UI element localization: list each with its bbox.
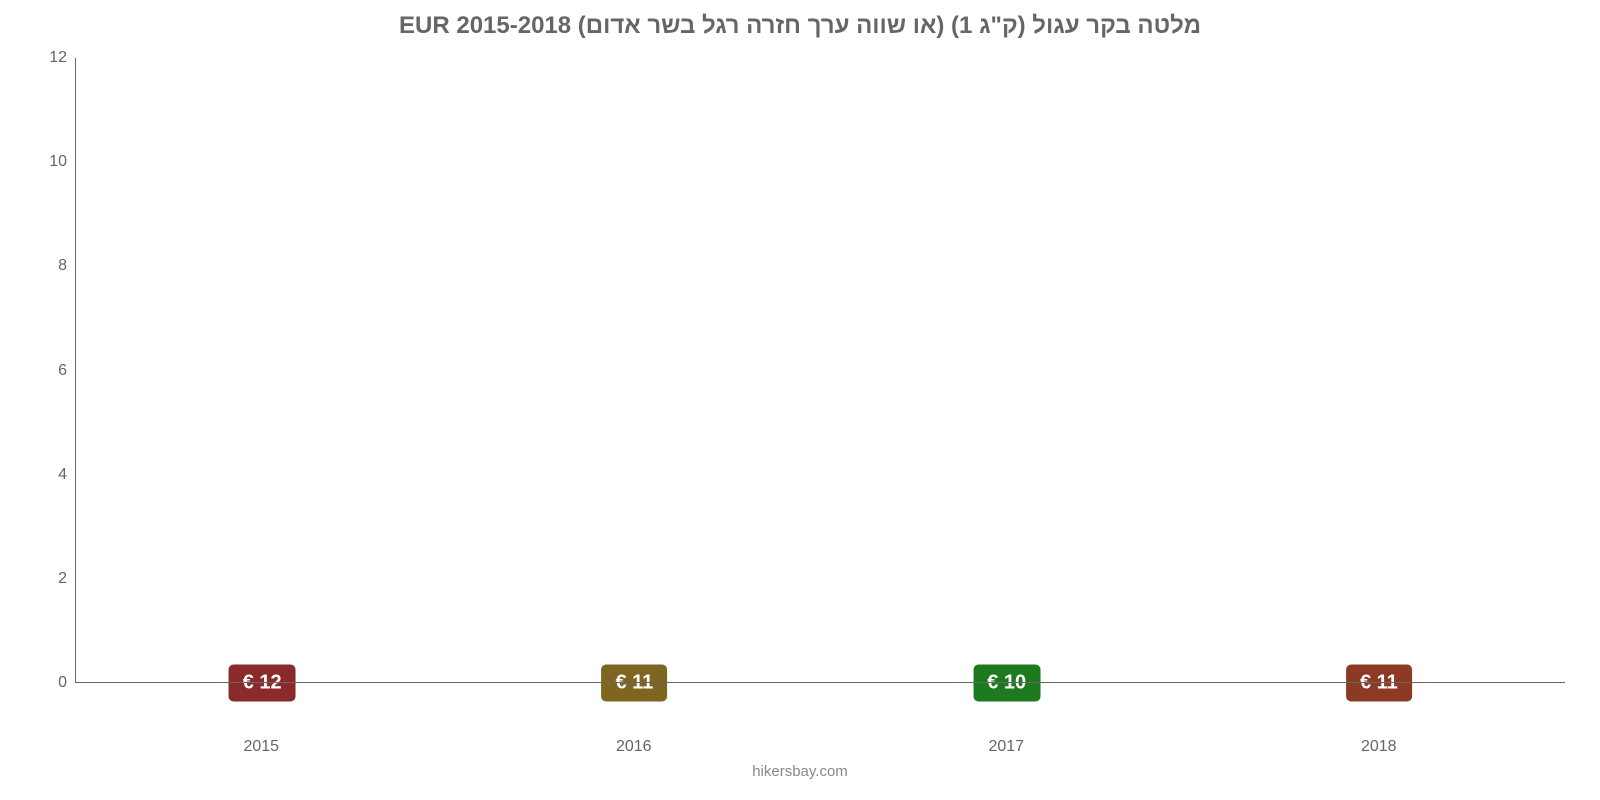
y-tick-6: 6 xyxy=(58,362,67,380)
x-tick-2017: 2017 xyxy=(988,738,1024,756)
y-tick-12: 12 xyxy=(49,49,67,67)
bar-label-2017: € 10 xyxy=(973,665,1040,702)
chart-footer: hikersbay.com xyxy=(35,763,1565,780)
bar-label-2015: € 12 xyxy=(229,665,296,702)
bar-label-2016: € 11 xyxy=(601,665,667,702)
x-tick-2015: 2015 xyxy=(243,738,279,756)
chart-container: 12 10 8 6 4 2 0 € 12 € 11 € 10 xyxy=(35,58,1565,730)
x-axis-line xyxy=(76,682,1565,683)
plot-inner: € 12 € 11 € 10 € 11 xyxy=(76,58,1565,683)
y-tick-4: 4 xyxy=(58,466,67,484)
x-axis: 2015 2016 2017 2018 xyxy=(75,730,1565,758)
y-axis: 12 10 8 6 4 2 0 xyxy=(35,58,75,683)
plot-area: € 12 € 11 € 10 € 11 xyxy=(75,58,1565,683)
y-tick-8: 8 xyxy=(58,257,67,275)
y-tick-2: 2 xyxy=(58,570,67,588)
bar-label-2018: € 11 xyxy=(1346,665,1412,702)
x-tick-2016: 2016 xyxy=(616,738,652,756)
x-tick-2018: 2018 xyxy=(1361,738,1397,756)
y-tick-10: 10 xyxy=(49,153,67,171)
y-tick-0: 0 xyxy=(58,674,67,692)
chart-title: מלטה בקר עגול ‪(1 ק"ג)‬ (או שווה ערך חזר… xyxy=(35,12,1565,40)
